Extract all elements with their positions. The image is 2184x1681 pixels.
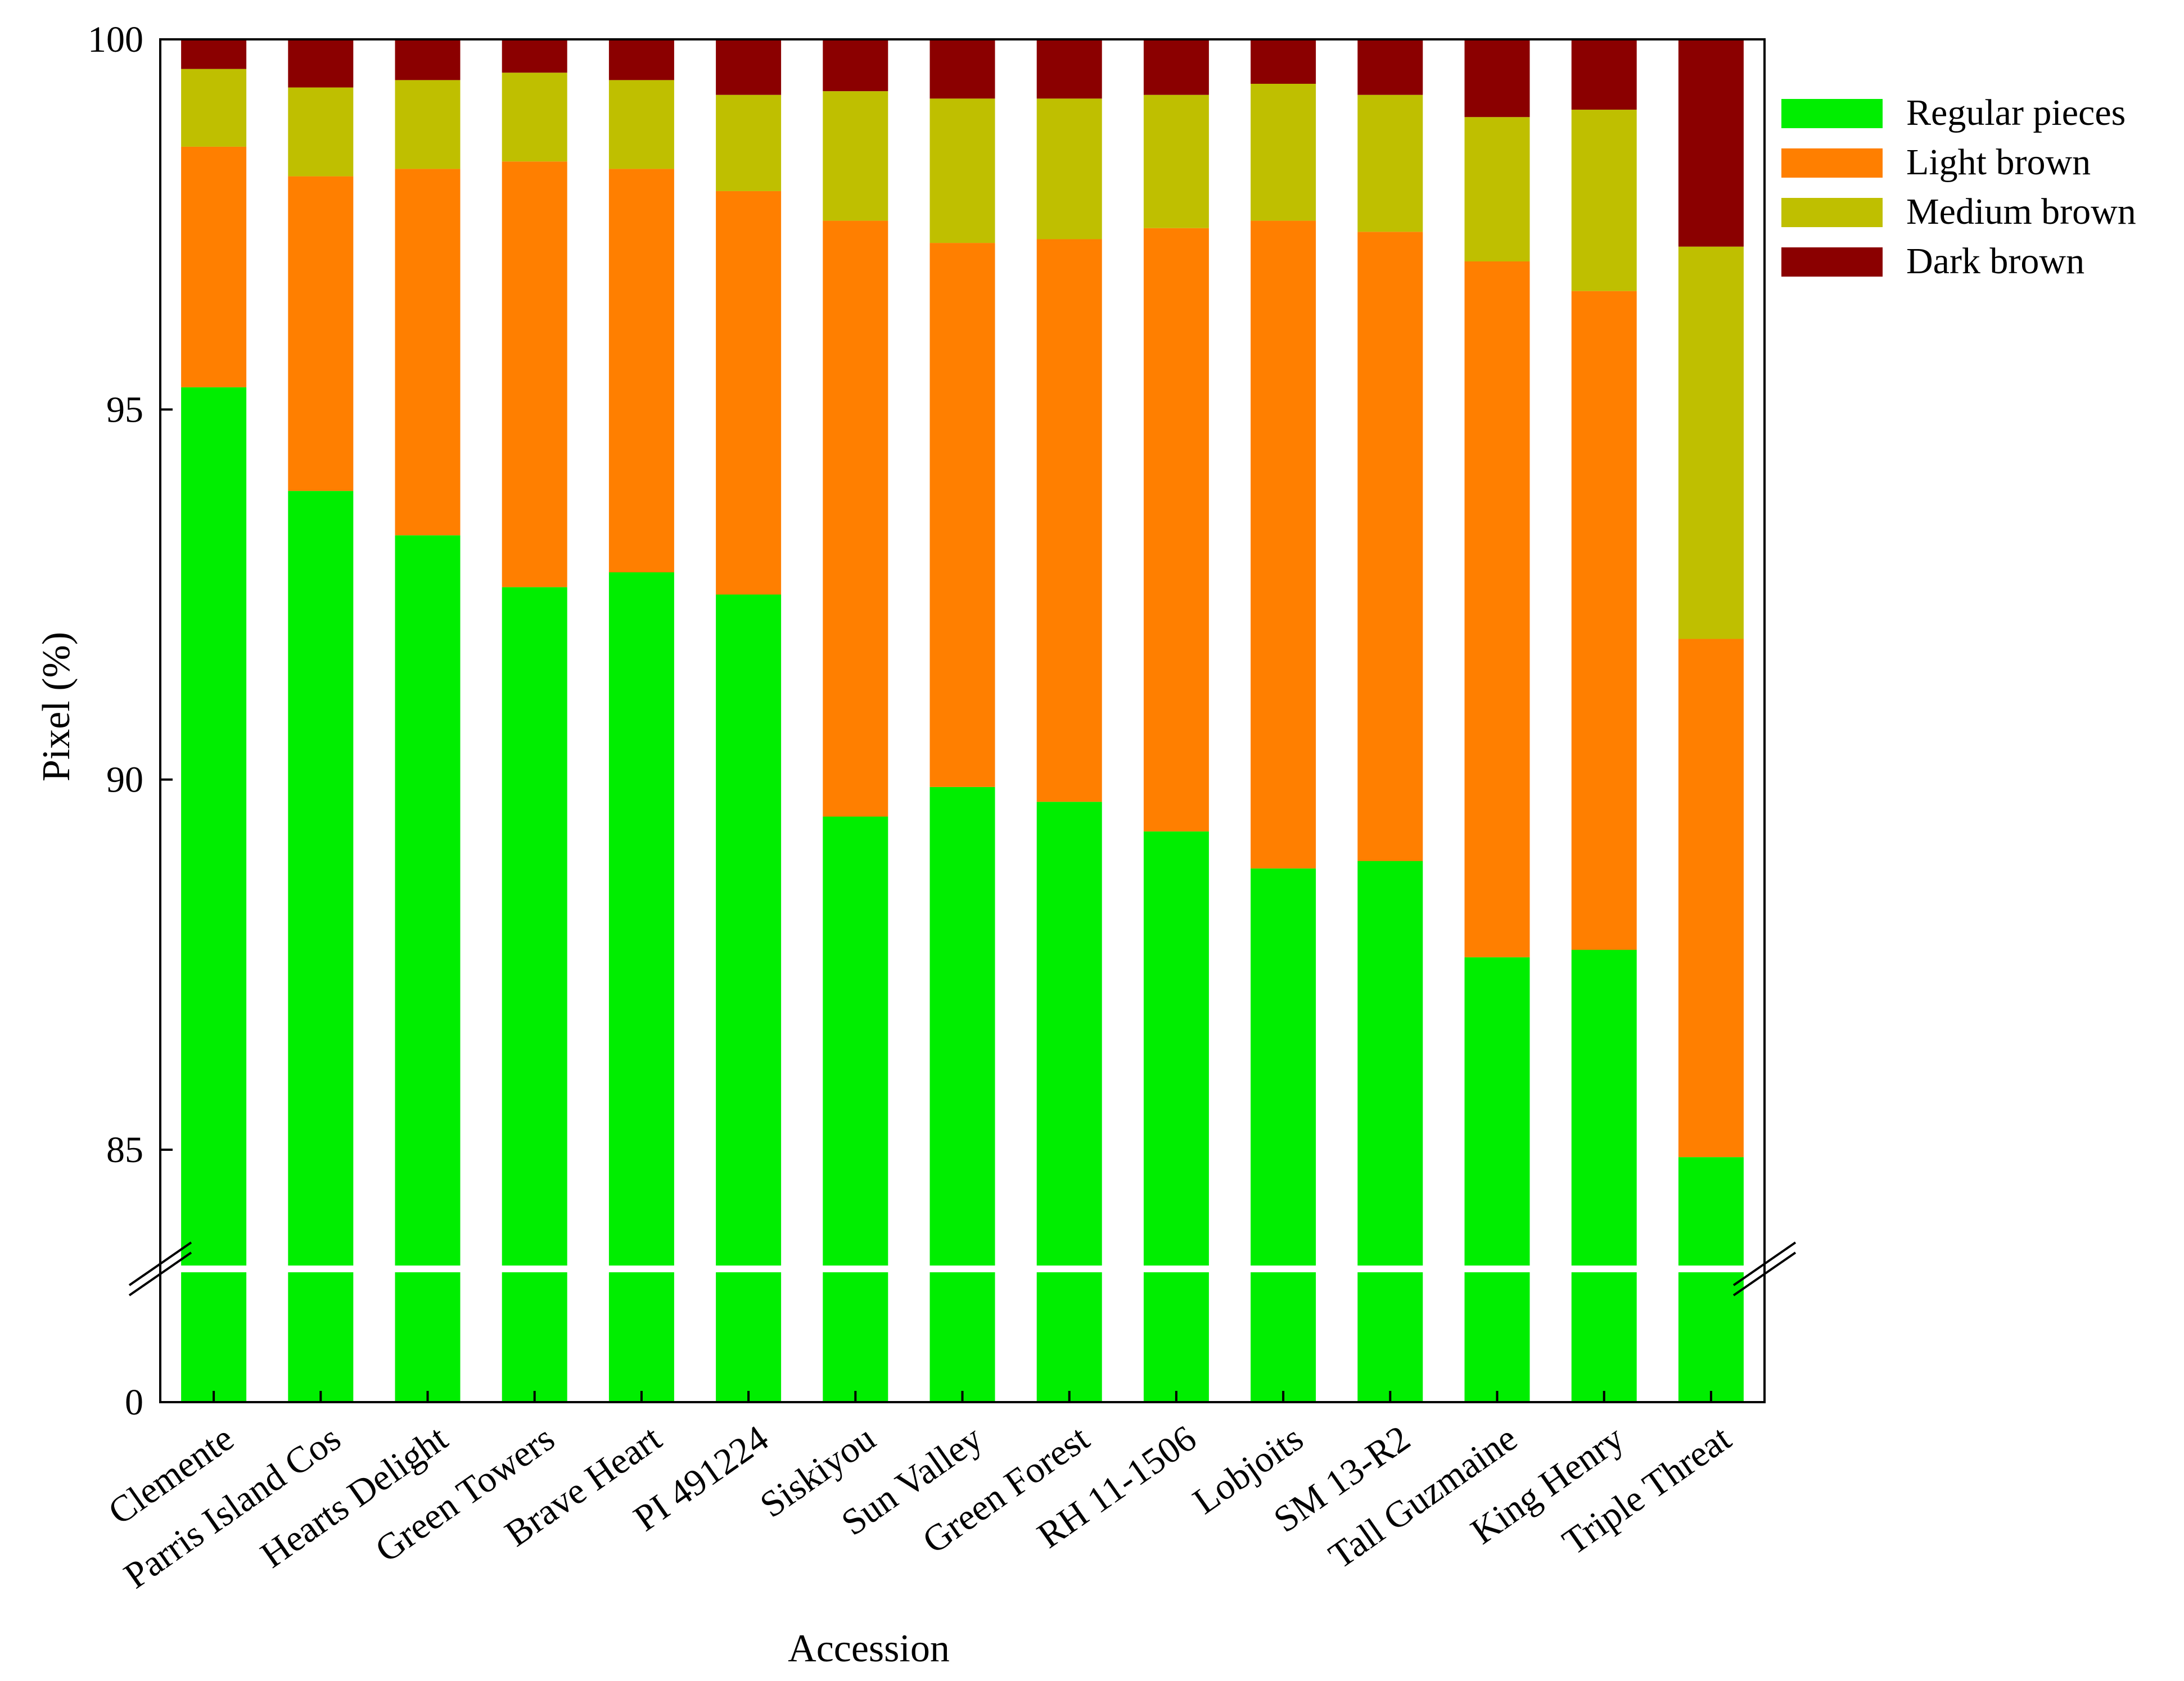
bar-regular-pieces	[716, 594, 782, 1402]
y-tick-label: 100	[88, 19, 143, 60]
bar-dark-brown	[1571, 39, 1637, 110]
legend-label: Medium brown	[1906, 191, 2136, 232]
bar-medium-brown	[1251, 84, 1316, 221]
bar-medium-brown	[608, 80, 674, 169]
bar-light-brown	[1143, 228, 1209, 832]
y-axis: 100 95 90 85 0	[88, 19, 173, 1423]
bar-regular-pieces	[608, 572, 674, 1402]
bar-medium-brown	[716, 94, 782, 191]
bar-light-brown	[608, 169, 674, 573]
y-axis-title: Pixel (%)	[35, 632, 78, 781]
x-axis-title: Accession	[788, 1627, 950, 1670]
bar-light-brown	[395, 169, 461, 536]
bar-medium-brown	[1143, 94, 1209, 228]
bar-dark-brown	[716, 39, 782, 95]
bar-dark-brown	[288, 39, 354, 88]
bar-regular-pieces	[929, 787, 995, 1402]
legend-swatch	[1781, 247, 1883, 277]
bar-dark-brown	[1251, 39, 1316, 84]
bar-medium-brown	[181, 69, 247, 147]
legend-label: Regular pieces	[1906, 92, 2126, 133]
bar-medium-brown	[1357, 94, 1423, 232]
bars-layer	[181, 39, 1744, 1403]
bar-regular-pieces	[823, 816, 888, 1402]
bar-dark-brown	[823, 39, 888, 92]
y-tick-label: 95	[106, 389, 143, 430]
bar-regular-pieces	[1678, 1157, 1744, 1402]
bar-regular-pieces	[1571, 950, 1637, 1402]
bar-dark-brown	[608, 39, 674, 80]
bar-light-brown	[1036, 239, 1102, 802]
bar-dark-brown	[181, 39, 247, 69]
bar-medium-brown	[288, 87, 354, 177]
axis-break-gap	[160, 1266, 1765, 1272]
legend: Regular pieces Light brown Medium brown Dar…	[1781, 92, 2136, 282]
y-tick-label: 85	[106, 1129, 143, 1171]
bar-light-brown	[1464, 261, 1530, 957]
bar-regular-pieces	[1464, 957, 1530, 1402]
bar-light-brown	[1357, 232, 1423, 861]
legend-swatch	[1781, 99, 1883, 128]
bar-regular-pieces	[1251, 868, 1316, 1402]
bar-light-brown	[502, 161, 567, 588]
bar-regular-pieces	[1143, 831, 1209, 1402]
bar-medium-brown	[1464, 117, 1530, 261]
bar-light-brown	[181, 146, 247, 387]
legend-label: Dark brown	[1906, 241, 2084, 282]
bar-dark-brown	[1678, 39, 1744, 247]
bar-dark-brown	[1036, 39, 1102, 99]
legend-swatch	[1781, 198, 1883, 227]
bar-regular-pieces	[502, 587, 567, 1402]
bar-dark-brown	[1464, 39, 1530, 118]
bar-regular-pieces	[1036, 802, 1102, 1402]
bar-light-brown	[1251, 220, 1316, 869]
bar-regular-pieces	[288, 491, 354, 1402]
bar-light-brown	[288, 176, 354, 491]
bar-regular-pieces	[181, 387, 247, 1403]
bar-dark-brown	[929, 39, 995, 99]
bar-regular-pieces	[1357, 861, 1423, 1402]
bar-medium-brown	[929, 98, 995, 243]
y-tick-label: 90	[106, 760, 143, 801]
bar-medium-brown	[823, 91, 888, 221]
bar-light-brown	[823, 220, 888, 817]
bar-light-brown	[716, 191, 782, 595]
bar-medium-brown	[502, 73, 567, 162]
bar-light-brown	[1571, 291, 1637, 950]
legend-swatch	[1781, 148, 1883, 178]
bar-medium-brown	[1678, 246, 1744, 639]
bar-light-brown	[929, 243, 995, 787]
x-tick-label: Green Towers	[368, 1417, 562, 1570]
bar-regular-pieces	[395, 535, 461, 1402]
bar-medium-brown	[1036, 98, 1102, 240]
y-tick-label: 0	[125, 1382, 143, 1423]
bar-medium-brown	[1571, 110, 1637, 291]
bar-dark-brown	[1143, 39, 1209, 95]
bar-medium-brown	[395, 80, 461, 169]
bar-dark-brown	[395, 39, 461, 80]
bar-dark-brown	[502, 39, 567, 73]
bar-light-brown	[1678, 639, 1744, 1158]
legend-label: Light brown	[1906, 142, 2091, 183]
bar-dark-brown	[1357, 39, 1423, 95]
